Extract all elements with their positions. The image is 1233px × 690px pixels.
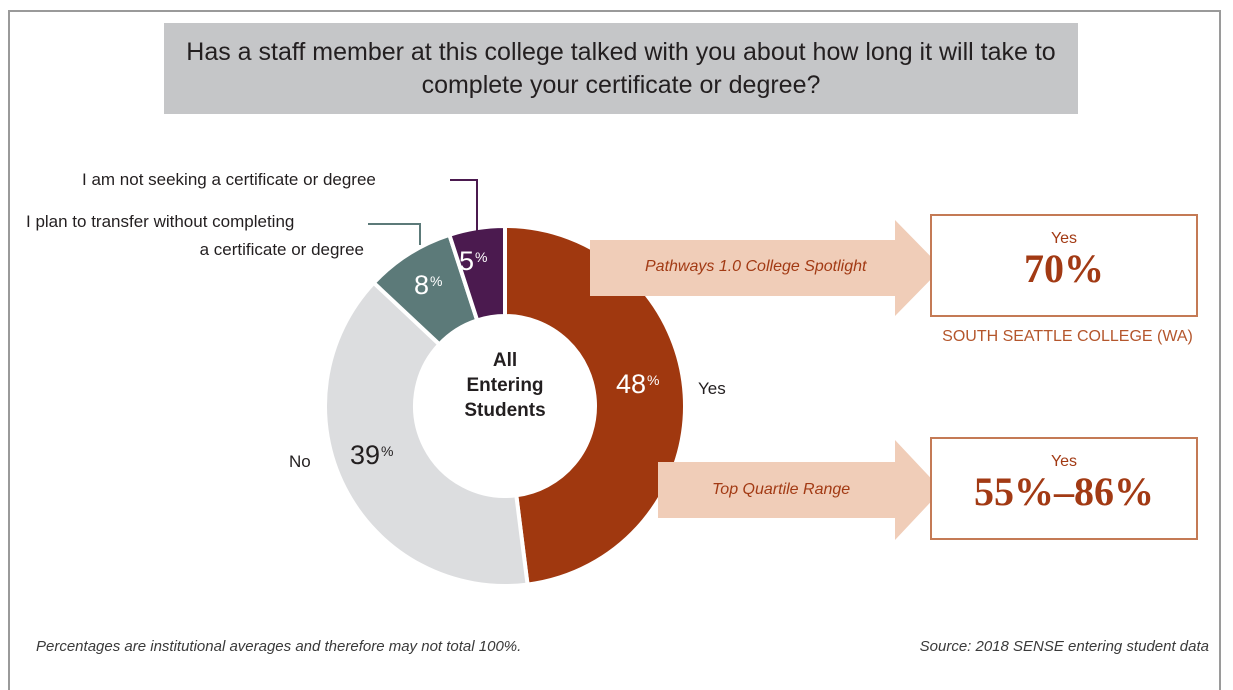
chart-title-box: Has a staff member at this college talke… (164, 23, 1078, 114)
footer-note: Percentages are institutional averages a… (36, 638, 522, 655)
label-transfer-line2: a certificate or degree (199, 240, 364, 259)
pct-no: 39% (350, 440, 394, 470)
spotlight-yes: Yes (1050, 230, 1078, 247)
chart-frame (8, 10, 1221, 690)
donut-slices (323, 223, 687, 588)
spotlight-arrow-label: Pathways 1.0 College Spotlight (645, 258, 867, 275)
pct-transfer: 8% (414, 270, 443, 300)
top-quartile-value: 55%–86% (974, 469, 1154, 514)
footer-source: Source: 2018 SENSE entering student data (919, 638, 1209, 655)
leader-line-transfer (368, 223, 421, 245)
top-quartile-yes: Yes (1050, 453, 1078, 470)
top-quartile-arrow-label: Top Quartile Range (712, 481, 851, 498)
top-quartile-box: Yes 55%–86% (930, 437, 1198, 540)
pct-not-seeking: 5% (459, 246, 488, 276)
center-line-2: Entering (466, 375, 544, 396)
pct-yes: 48% (616, 369, 660, 399)
spotlight-box: Yes 70% (930, 214, 1198, 317)
donut-slice-1 (323, 279, 530, 588)
donut-chart (323, 179, 942, 588)
spotlight-arrow (590, 220, 942, 316)
spotlight-value: 70% (1024, 246, 1104, 291)
label-transfer-line1: I plan to transfer without completing (26, 212, 295, 231)
donut-center-label: All Entering Students (435, 348, 575, 423)
label-yes: Yes (698, 379, 726, 398)
chart-title: Has a staff member at this college talke… (186, 37, 1056, 99)
label-not-seeking: I am not seeking a certificate or degree (82, 170, 376, 189)
spotlight-college-name: SOUTH SEATTLE COLLEGE (WA) (942, 328, 1193, 345)
donut-slice-3 (446, 223, 507, 323)
top-quartile-arrow (658, 440, 942, 540)
label-no: No (289, 452, 311, 471)
center-line-1: All (492, 350, 518, 371)
leader-line-not-seeking (450, 179, 478, 232)
center-line-3: Students (464, 400, 546, 421)
